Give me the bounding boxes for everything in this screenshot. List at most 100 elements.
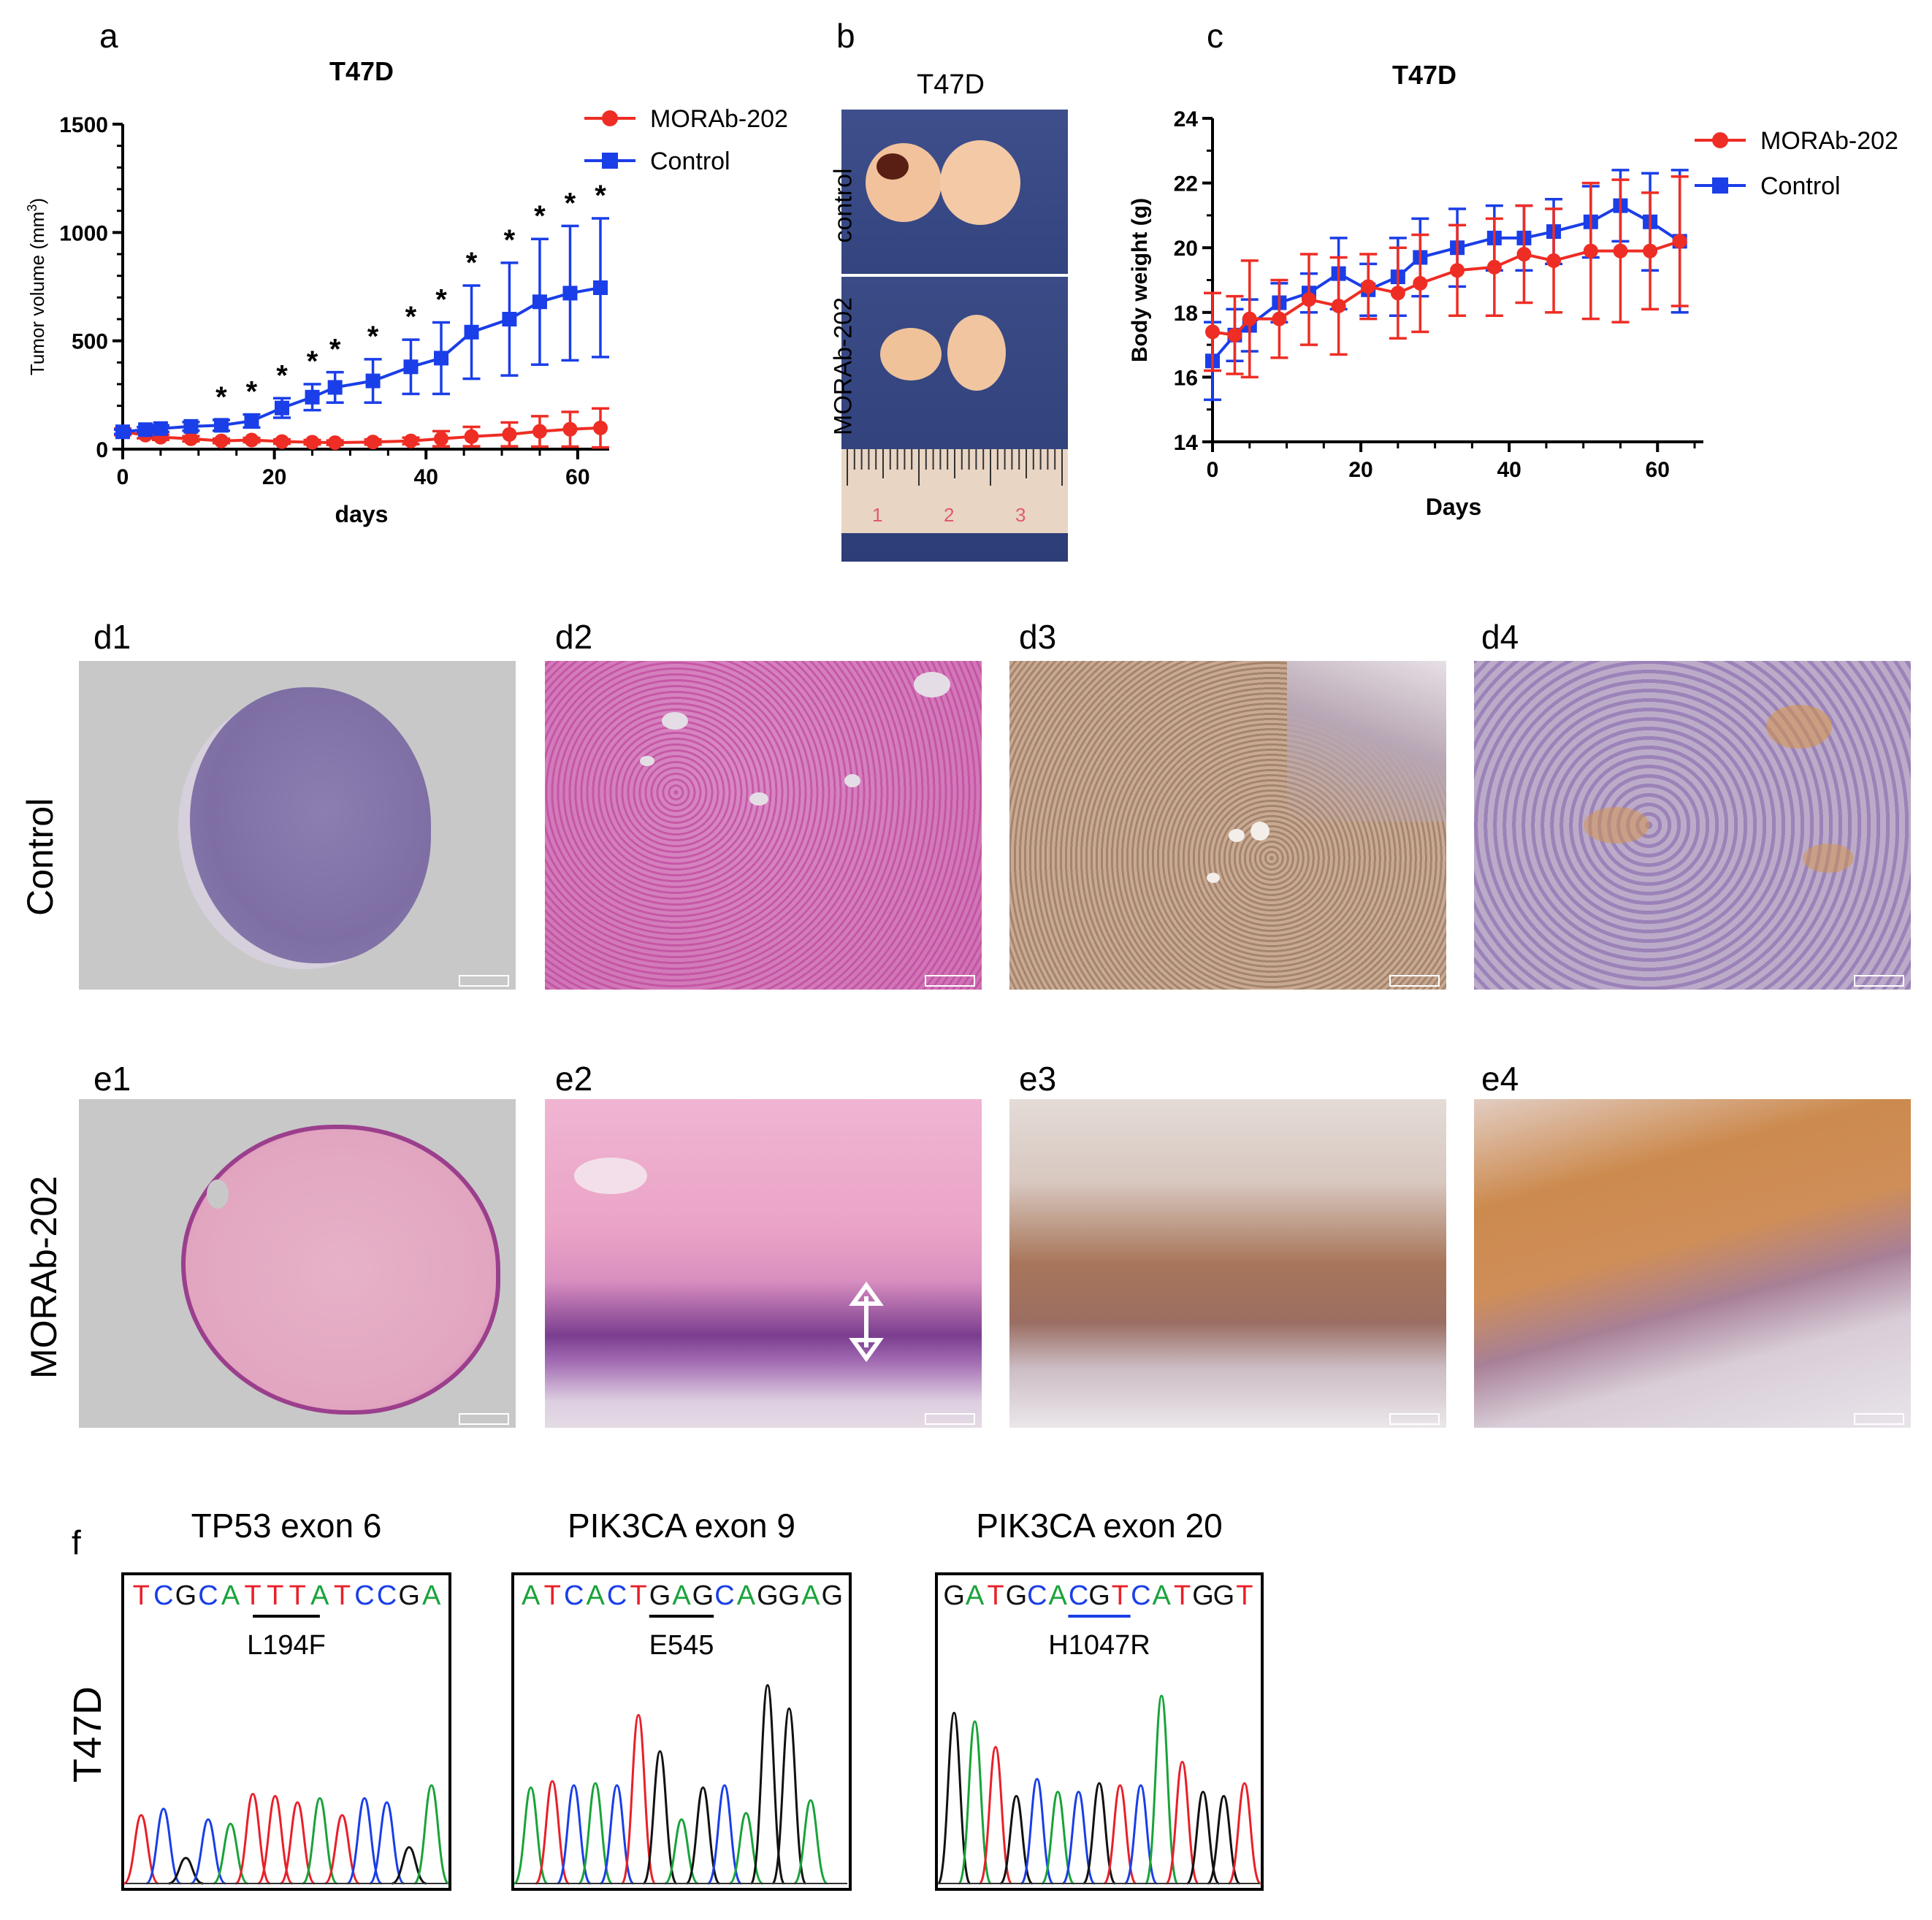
base-call: A <box>801 1580 820 1611</box>
series-morab-202 <box>114 407 609 451</box>
x-tick-label: 0 <box>117 465 129 489</box>
base-call: T <box>630 1580 646 1611</box>
trace-peak <box>213 1822 248 1885</box>
scale-bar <box>925 975 975 987</box>
base-call: G <box>649 1580 671 1611</box>
trace-peak <box>513 1786 549 1885</box>
base-call: A <box>1153 1580 1172 1611</box>
chromatogram-title: TP53 exon 6 <box>191 1507 382 1545</box>
base-call: G <box>692 1580 714 1611</box>
base-call: C <box>354 1580 374 1611</box>
significance-star: * <box>565 187 576 219</box>
trace-peak <box>771 1707 807 1885</box>
trace-peak <box>556 1784 592 1885</box>
scale-bar <box>459 975 509 987</box>
trace-peak <box>346 1797 383 1885</box>
significance-star: * <box>534 200 546 232</box>
y-tick-label: 20 <box>1174 237 1198 261</box>
trace-peak <box>1103 1784 1137 1885</box>
panel-label-d4: d4 <box>1481 618 1519 656</box>
base-call: A <box>737 1580 756 1611</box>
x-tick-label: 40 <box>1497 458 1521 482</box>
significance-star: * <box>329 334 341 366</box>
trace-peak <box>145 1808 182 1885</box>
data-point <box>562 421 578 437</box>
legend-marker <box>602 153 618 169</box>
trace-peak <box>1020 1778 1055 1885</box>
data-point <box>213 433 229 448</box>
trace-peak <box>1165 1761 1199 1885</box>
data-point <box>183 418 199 434</box>
data-point <box>1331 298 1346 313</box>
series-line <box>122 286 601 434</box>
trace-peak <box>685 1786 721 1885</box>
y-axis-label-superscript: 3 <box>25 204 39 212</box>
base-call: G <box>1192 1580 1214 1611</box>
data-point <box>593 280 608 295</box>
significance-star: * <box>367 321 379 353</box>
scale-bar <box>925 1413 975 1425</box>
significance-star: * <box>435 283 447 315</box>
legend-label: Control <box>1760 172 1841 200</box>
base-call: C <box>1069 1580 1088 1611</box>
y-axis-label: Body weight (g) <box>1128 198 1152 362</box>
trace-peak <box>642 1750 678 1885</box>
trace-peak <box>1207 1794 1241 1885</box>
base-call: T <box>334 1580 351 1611</box>
series-control <box>1204 169 1689 402</box>
y-tick-label: 24 <box>1174 107 1199 131</box>
data-point <box>562 286 578 301</box>
mutation-label: H1047R <box>1048 1630 1150 1661</box>
tumor-specimens <box>866 140 1020 391</box>
significance-star: * <box>215 381 227 413</box>
data-point <box>365 373 381 389</box>
trace-peak <box>1082 1782 1117 1885</box>
data-point <box>1413 275 1428 291</box>
base-call: T <box>1236 1580 1253 1611</box>
data-point <box>1272 311 1287 326</box>
base-call: G <box>821 1580 843 1611</box>
base-call: G <box>1088 1580 1110 1611</box>
panel-label-b: b <box>836 17 855 55</box>
chart-title: T47D <box>329 56 394 86</box>
base-call: T <box>245 1580 261 1611</box>
trace-peak <box>123 1814 159 1885</box>
data-point <box>213 418 229 433</box>
data-point <box>327 380 343 395</box>
data-point <box>115 424 130 440</box>
data-point <box>1583 243 1598 259</box>
tissue-section <box>190 687 431 963</box>
legend-label: Control <box>650 148 730 175</box>
panel-label-d2: d2 <box>555 618 593 656</box>
row-label-morab: MORAb-202 <box>23 1176 64 1379</box>
y-tick-label: 1500 <box>59 113 108 137</box>
data-point <box>434 351 448 366</box>
base-call: T <box>987 1580 1004 1611</box>
data-point <box>365 435 381 450</box>
panel-label-a: a <box>99 17 118 55</box>
base-call: C <box>1027 1580 1047 1611</box>
legend-marker <box>602 110 618 126</box>
thickness-arrow <box>849 1282 884 1362</box>
x-tick-label: 60 <box>1646 458 1670 482</box>
trace-peak <box>936 1711 971 1885</box>
base-call: A <box>672 1580 691 1611</box>
data-point <box>305 389 320 405</box>
significance-star: * <box>595 180 606 212</box>
micrograph-d4 <box>1474 661 1911 990</box>
trace-peak <box>413 1784 450 1885</box>
data-point <box>1390 286 1405 301</box>
tumor-control-1 <box>866 143 942 222</box>
tumor-morab-2 <box>947 315 1006 391</box>
chromatogram-frame <box>935 1572 1264 1891</box>
trace-peak <box>302 1797 338 1885</box>
trace-peak <box>793 1799 828 1885</box>
trace-peak <box>1144 1694 1179 1885</box>
base-call: A <box>522 1580 541 1611</box>
significance-star: * <box>405 301 417 333</box>
data-point <box>153 421 168 436</box>
base-call: G <box>779 1580 801 1611</box>
